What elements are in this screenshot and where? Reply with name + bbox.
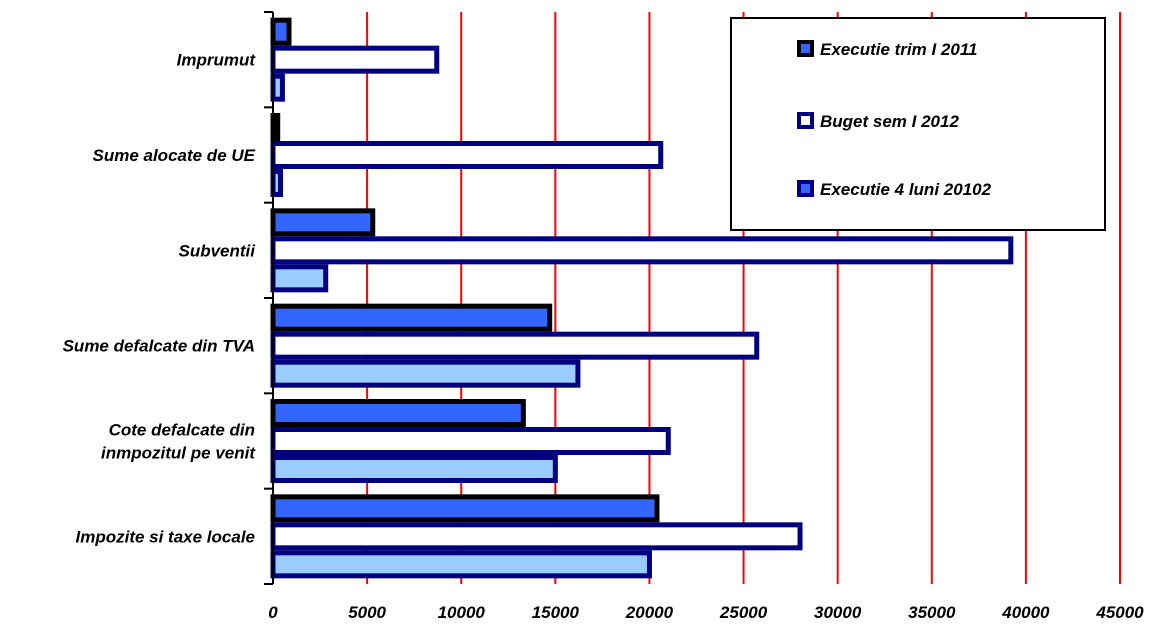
x-tick-label: 10000 xyxy=(438,603,486,622)
bar xyxy=(270,141,664,169)
legend-label: Executie trim I 2011 xyxy=(820,40,978,59)
bar xyxy=(270,455,558,483)
x-tick-labels: 0 5000 10000 15000 20000 25000 30000 35000 40000… xyxy=(268,603,1144,622)
category-label: Sume defalcate din TVA xyxy=(63,337,255,356)
bar xyxy=(270,399,526,427)
axes xyxy=(264,11,274,585)
x-tick-label: 5000 xyxy=(348,603,386,622)
x-tick-label: 25000 xyxy=(719,603,768,622)
bar xyxy=(270,522,803,551)
bar xyxy=(270,550,652,579)
category-label: Subventii xyxy=(178,241,256,260)
x-tick-label: 15000 xyxy=(532,603,580,622)
x-tick-label: 30000 xyxy=(814,603,862,622)
x-tick-label: 0 xyxy=(268,603,278,622)
category-label: Sume alocate de UE xyxy=(92,146,255,165)
bar xyxy=(270,494,660,523)
bar xyxy=(270,236,1014,265)
bar xyxy=(270,17,292,46)
x-tick-label: 35000 xyxy=(908,603,956,622)
legend-marker xyxy=(797,180,814,197)
x-tick-label: 45000 xyxy=(1095,603,1144,622)
x-tick-label: 40000 xyxy=(1001,603,1050,622)
bar xyxy=(270,303,553,332)
category-labels: Impozite si taxe locale Cote defalcate di… xyxy=(63,51,257,547)
bar xyxy=(270,359,581,388)
category-label: Imprumut xyxy=(177,51,257,70)
category-label: Impozite si taxe locale xyxy=(75,527,255,546)
legend: Executie trim I 2011 Buget sem I 2012 Exec… xyxy=(730,17,1106,231)
bar xyxy=(270,208,376,237)
legend-label: Executie 4 luni 20102 xyxy=(820,180,992,199)
legend-label: Buget sem I 2012 xyxy=(820,112,959,131)
bar xyxy=(270,45,440,74)
bar xyxy=(270,427,671,455)
bar xyxy=(270,264,329,293)
legend-marker xyxy=(797,40,814,57)
bar xyxy=(270,73,285,102)
bar xyxy=(270,169,284,197)
category-label: Cote defalcate din xyxy=(109,421,255,440)
legend-marker xyxy=(797,112,814,129)
legend-box xyxy=(730,17,1106,231)
x-tick-label: 20000 xyxy=(625,603,674,622)
category-label: inmpozitul pe venit xyxy=(101,444,256,463)
bar xyxy=(270,331,760,360)
